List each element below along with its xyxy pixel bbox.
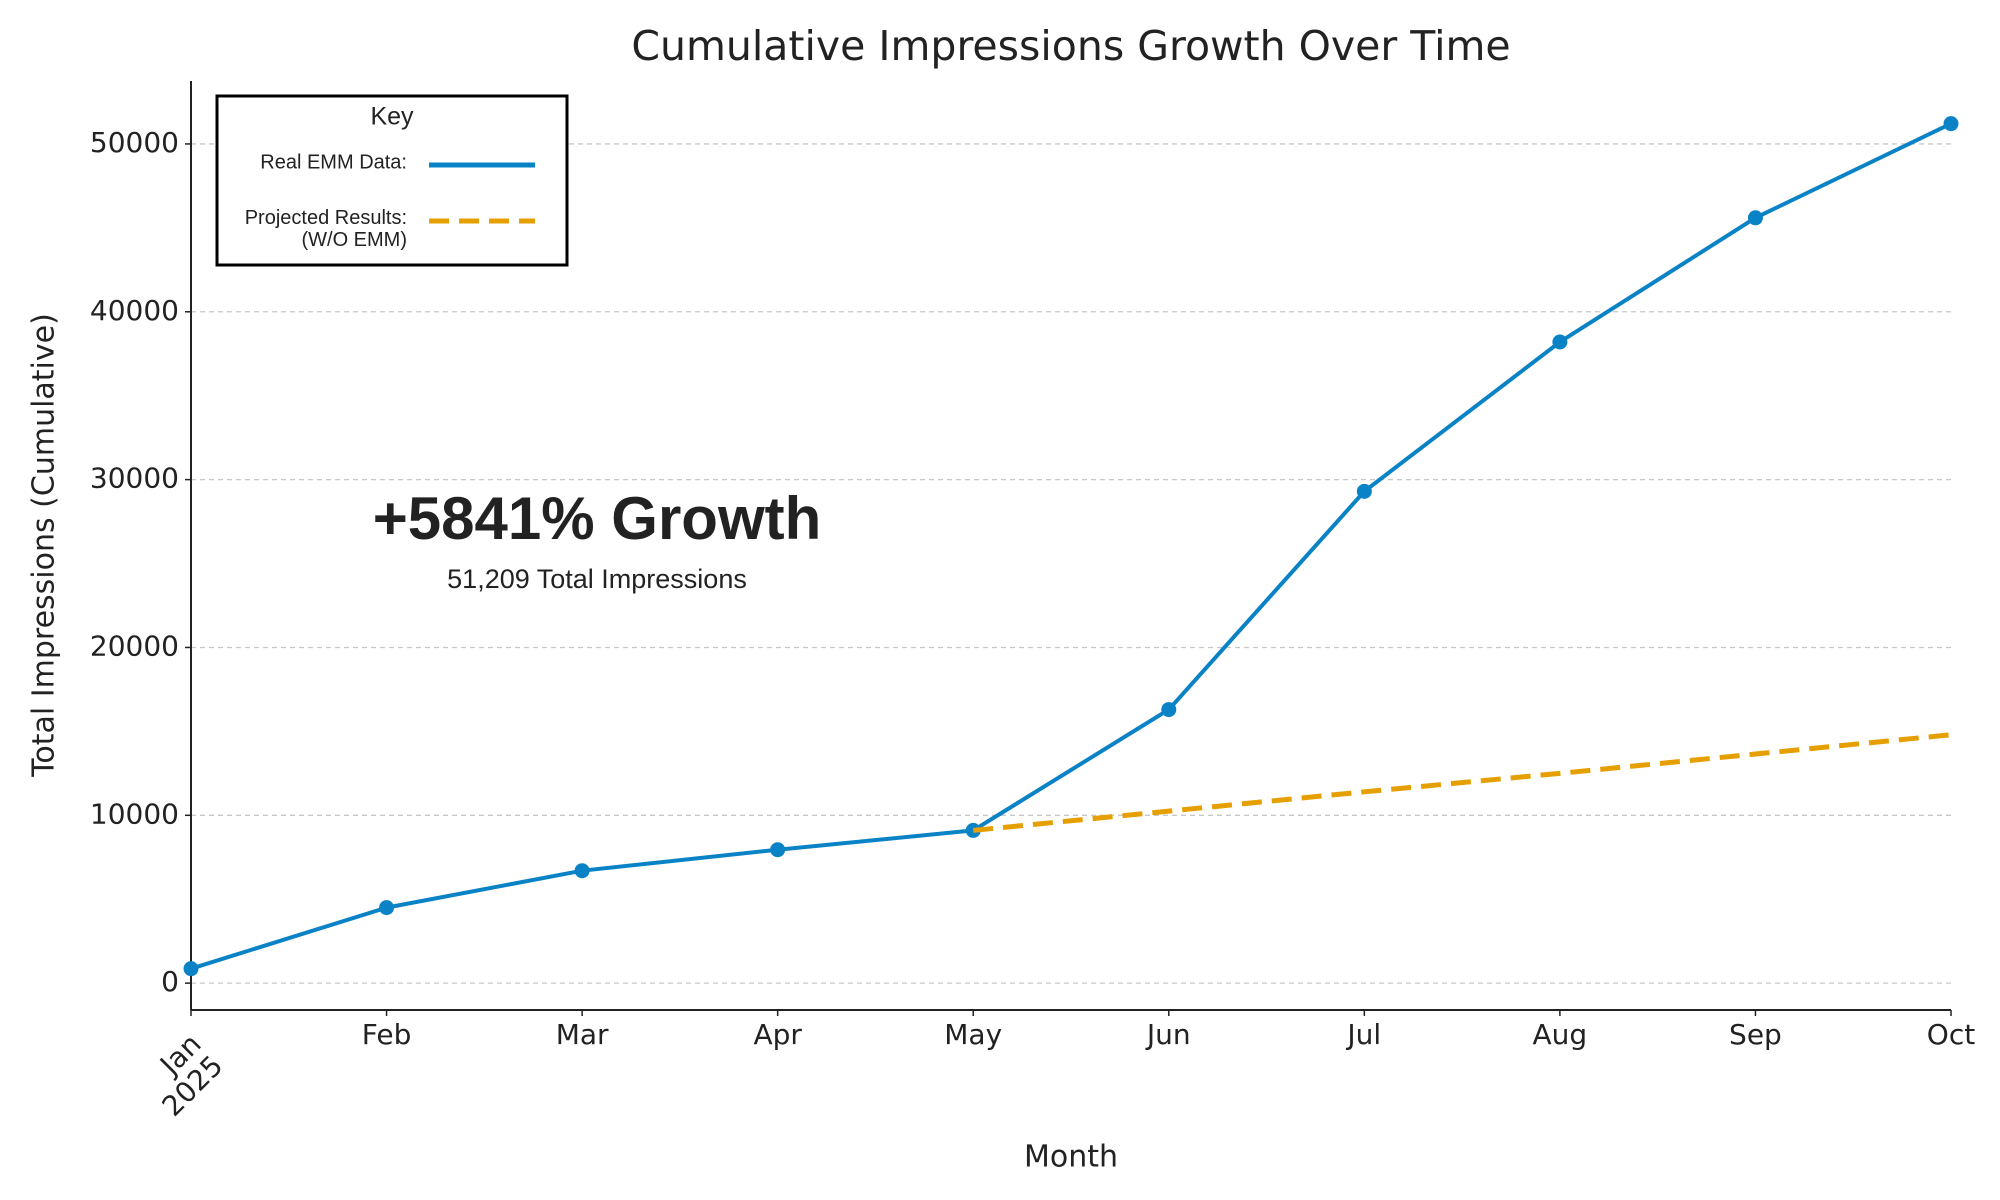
data-point bbox=[379, 900, 395, 916]
data-point bbox=[1356, 483, 1372, 499]
x-tick-label: Aug bbox=[1533, 1018, 1588, 1051]
data-point bbox=[183, 961, 199, 977]
legend-label: Projected Results: (W/O EMM) bbox=[245, 207, 407, 251]
y-tick-label: 40000 bbox=[90, 294, 179, 327]
x-tick-label: May bbox=[944, 1018, 1002, 1051]
legend-label: Real EMM Data: bbox=[260, 151, 407, 173]
y-tick-label: 20000 bbox=[90, 629, 179, 662]
x-tick-label: Jan2025 bbox=[134, 1027, 230, 1123]
y-tick-label: 0 bbox=[161, 965, 179, 998]
x-tick-label: Sep bbox=[1729, 1018, 1782, 1051]
data-point bbox=[1747, 210, 1763, 226]
data-point bbox=[770, 842, 786, 858]
legend-box bbox=[215, 94, 569, 267]
y-tick-label: 30000 bbox=[90, 462, 179, 495]
data-point bbox=[1552, 334, 1568, 350]
series-line bbox=[190, 121, 1952, 971]
y-axis-label: Total Impressions (Cumulative) bbox=[27, 313, 62, 778]
chart-title: Cumulative Impressions Growth Over Time bbox=[631, 22, 1510, 70]
y-tick-label: 10000 bbox=[90, 797, 179, 830]
x-tick-label: Oct bbox=[1927, 1018, 1975, 1051]
annotation: +5841% Growth bbox=[373, 485, 822, 552]
y-tick-label: 50000 bbox=[90, 126, 179, 159]
data-point bbox=[1161, 702, 1177, 718]
x-tick-label: Apr bbox=[753, 1018, 802, 1051]
x-tick-label: Mar bbox=[556, 1018, 609, 1051]
data-point bbox=[574, 863, 590, 879]
x-tick-label: Jun bbox=[1145, 1018, 1191, 1051]
series-line bbox=[972, 732, 1952, 833]
annotation: 51,209 Total Impressions bbox=[447, 564, 747, 594]
legend-title: Key bbox=[370, 103, 414, 131]
x-axis-label: Month bbox=[1024, 1140, 1118, 1175]
data-point bbox=[1943, 116, 1959, 132]
x-tick-label: Jul bbox=[1345, 1018, 1381, 1051]
x-tick-label: Feb bbox=[362, 1018, 412, 1051]
